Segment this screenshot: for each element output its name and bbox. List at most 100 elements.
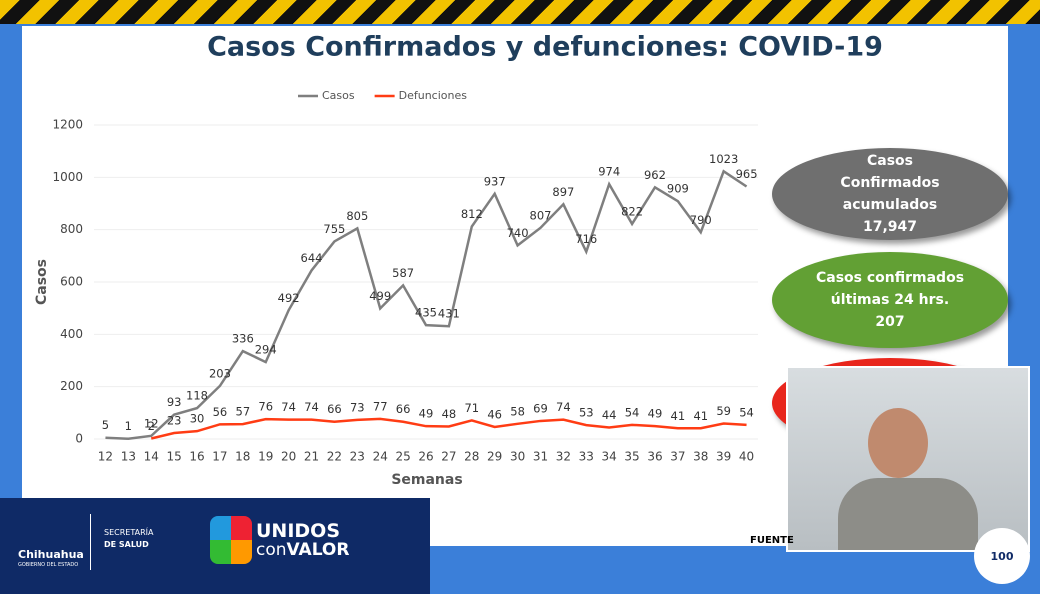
- legend-label: Casos: [322, 89, 355, 102]
- chart-title: Casos Confirmados y defunciones: COVID-1…: [207, 32, 883, 63]
- x-axis-title: Semanas: [391, 472, 462, 488]
- y-tick-label: 1200: [52, 118, 83, 132]
- data-label: 59: [716, 404, 731, 418]
- data-label: 56: [213, 405, 228, 419]
- data-label: 54: [739, 405, 754, 419]
- source: FUENTE: [750, 535, 794, 546]
- data-label: 93: [167, 395, 182, 409]
- slogan: con: [256, 540, 287, 560]
- y-axis-title: Casos: [34, 259, 50, 305]
- viewer-count[interactable]: 100: [974, 528, 1030, 584]
- data-label: 492: [278, 291, 300, 305]
- data-label: 74: [556, 400, 571, 414]
- data-label: 69: [533, 401, 548, 415]
- data-label: 822: [621, 204, 643, 218]
- x-tick-label: 35: [624, 450, 639, 464]
- y-tick-label: 200: [60, 379, 83, 393]
- data-label: 30: [190, 412, 205, 426]
- data-label: 336: [232, 332, 254, 346]
- x-tick-label: 39: [716, 450, 731, 464]
- data-label: 807: [530, 208, 552, 222]
- data-label: 23: [167, 413, 182, 427]
- x-tick-label: 20: [281, 450, 296, 464]
- y-tick-label: 800: [60, 222, 83, 236]
- panel-value: 17,947: [862, 219, 918, 235]
- x-tick-label: 38: [693, 450, 708, 464]
- data-label: 587: [392, 266, 414, 280]
- data-label: 203: [209, 366, 231, 380]
- data-label: 1023: [709, 152, 738, 166]
- data-label: 790: [690, 213, 712, 227]
- divider: [90, 514, 91, 570]
- person-body: [838, 478, 978, 550]
- data-label: 431: [438, 307, 460, 321]
- x-tick-label: 23: [350, 450, 365, 464]
- series-line: [105, 169, 748, 440]
- x-tick-label: 21: [304, 450, 319, 464]
- panel: Casos confirmados últimas 24 hrs. 207: [772, 252, 1008, 348]
- x-tick-label: 26: [418, 450, 433, 464]
- x-tick-label: 40: [739, 450, 754, 464]
- x-tick-label: 19: [258, 450, 273, 464]
- x-tick-label: 25: [395, 450, 410, 464]
- y-tick-label: 1000: [52, 170, 83, 184]
- secretariat: SECRETARÍA: [104, 528, 154, 537]
- data-label: 716: [575, 232, 597, 246]
- data-label: 71: [464, 401, 479, 415]
- x-tick-label: 37: [670, 450, 685, 464]
- data-label: 435: [415, 306, 437, 320]
- data-label: 54: [625, 405, 640, 419]
- data-label: 74: [304, 400, 319, 414]
- data-label: 965: [736, 167, 758, 181]
- data-label: 46: [487, 407, 502, 421]
- logo: [210, 516, 252, 564]
- hazard-stripes: [0, 0, 1040, 24]
- data-label: 48: [442, 407, 457, 421]
- y-tick-label: 400: [60, 327, 83, 341]
- x-tick-label: 22: [327, 450, 342, 464]
- slogan: UNIDOS: [256, 520, 341, 542]
- x-tick-label: 33: [579, 450, 594, 464]
- state: Chihuahua: [18, 548, 84, 561]
- data-label: 294: [255, 343, 277, 357]
- x-tick-label: 27: [441, 450, 456, 464]
- government: GOBIERNO DEL ESTADO: [18, 562, 79, 568]
- data-label: 77: [373, 399, 388, 413]
- data-label: 41: [671, 409, 686, 423]
- data-label: 740: [507, 226, 529, 240]
- data-label: 66: [396, 402, 411, 416]
- series-line: [150, 417, 747, 440]
- data-label: 74: [281, 400, 296, 414]
- interpreter-video: [786, 366, 1030, 552]
- data-label: 41: [693, 409, 708, 423]
- footer: Chihuahua GOBIERNO DEL ESTADO SECRETARÍA…: [0, 498, 430, 594]
- y-tick-label: 0: [75, 432, 83, 446]
- data-label: 5: [102, 418, 109, 432]
- person-head: [868, 408, 928, 478]
- panel: Casos Confirmados acumulados 17,947: [772, 148, 1008, 240]
- x-tick-label: 15: [166, 450, 181, 464]
- data-label: 2: [148, 419, 155, 433]
- data-label: 49: [648, 407, 663, 421]
- data-label: 909: [667, 182, 689, 196]
- data-label: 58: [510, 404, 525, 418]
- x-tick-label: 31: [533, 450, 548, 464]
- x-tick-label: 18: [235, 450, 250, 464]
- panel-title: Casos Confirmados acumulados: [840, 153, 940, 213]
- data-label: 53: [579, 406, 594, 420]
- slogan: VALOR: [286, 540, 350, 560]
- x-tick-label: 13: [121, 450, 136, 464]
- x-tick-label: 24: [373, 450, 388, 464]
- data-label: 12: [144, 416, 159, 430]
- x-tick-label: 30: [510, 450, 525, 464]
- x-tick-label: 16: [189, 450, 204, 464]
- x-tick-label: 28: [464, 450, 479, 464]
- data-label: 118: [186, 389, 208, 403]
- panel-title: Casos confirmados últimas 24 hrs.: [815, 270, 965, 308]
- data-label: 66: [327, 402, 342, 416]
- data-label: 805: [346, 209, 368, 223]
- data-label: 1: [125, 419, 132, 433]
- data-label: 974: [598, 165, 620, 179]
